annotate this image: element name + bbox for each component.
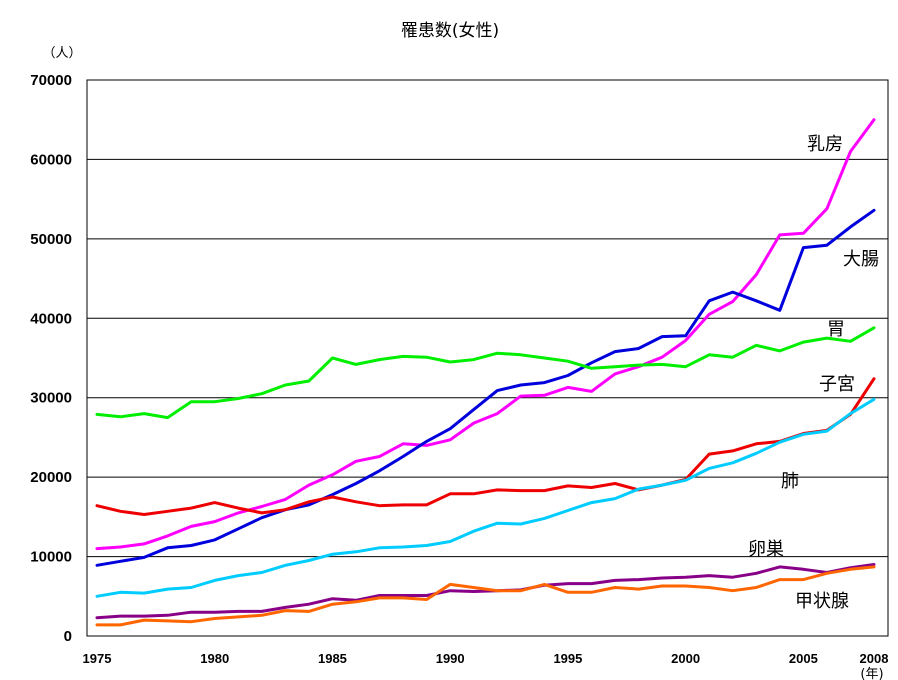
- series-label-乳房: 乳房: [807, 134, 843, 155]
- y-tick-label: 70000: [30, 72, 72, 89]
- y-tick-label: 60000: [30, 151, 72, 168]
- plot-area-border: [86, 79, 889, 637]
- y-tick-label: 30000: [30, 390, 72, 407]
- series-line-甲状腺: [95, 565, 876, 627]
- series-label-胃: 胃: [827, 319, 845, 340]
- y-axis-ticks: 0 10000 20000 30000 40000 50000 60000 70000: [30, 72, 72, 645]
- series-line-乳房: [95, 118, 876, 551]
- y-tick-label: 10000: [30, 549, 72, 566]
- series-label-甲状腺: 甲状腺: [795, 591, 849, 612]
- x-tick-label: 1990: [436, 651, 465, 666]
- series-labels: 乳房 大腸 胃 子宮 肺 卵巣 甲状腺: [748, 134, 879, 612]
- series-line-大腸: [95, 208, 876, 567]
- x-tick-label: 1975: [83, 651, 112, 666]
- y-tick-label: 0: [64, 628, 72, 645]
- x-tick-label: 1985: [318, 651, 347, 666]
- chart-title: 罹患数(女性): [401, 21, 499, 41]
- series-label-子宮: 子宮: [819, 374, 855, 395]
- series-line-胃: [95, 326, 876, 420]
- series-label-大腸: 大腸: [843, 249, 879, 270]
- x-axis-ticks: 1975 1980 1985 1990 1995 2000 2005 2008: [83, 651, 889, 666]
- gridlines: [87, 158, 888, 558]
- x-tick-label: 2000: [671, 651, 700, 666]
- series-lines: [95, 118, 876, 627]
- series-label-卵巣: 卵巣: [748, 539, 784, 560]
- y-tick-label: 20000: [30, 469, 72, 486]
- x-tick-label: 1980: [200, 651, 229, 666]
- x-tick-label: 2005: [789, 651, 818, 666]
- y-tick-label: 40000: [30, 310, 72, 327]
- x-unit-label: (年): [860, 667, 883, 680]
- series-line-子宮: [95, 377, 876, 516]
- series-line-卵巣: [95, 563, 876, 620]
- y-unit-label: （人）: [42, 46, 81, 61]
- x-tick-label: 2008: [860, 651, 889, 666]
- series-line-肺: [95, 397, 876, 598]
- y-tick-label: 50000: [30, 231, 72, 248]
- series-label-肺: 肺: [781, 471, 799, 492]
- x-tick-label: 1995: [553, 651, 582, 666]
